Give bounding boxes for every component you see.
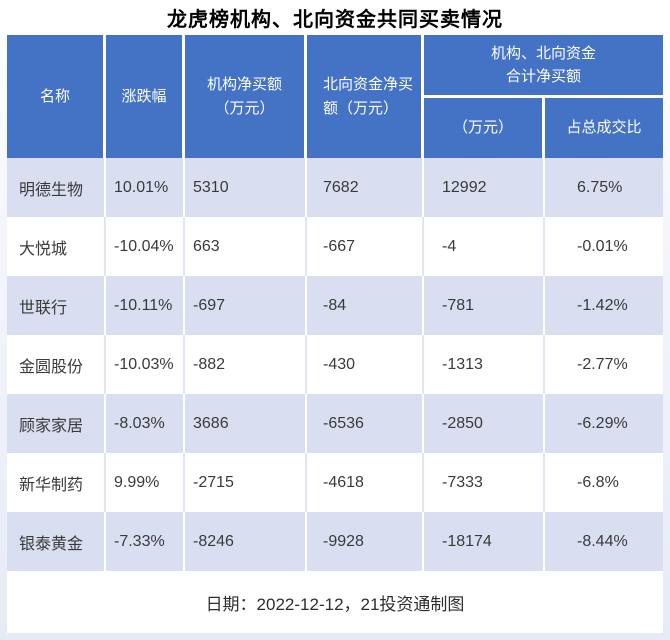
cell-name: 世联行 — [7, 276, 106, 335]
cell-change: -10.04% — [106, 217, 185, 276]
cell-institution-net-buy: 3686 — [185, 394, 307, 453]
cell-change: 10.01% — [106, 158, 185, 217]
cell-combined-pct: -0.01% — [545, 217, 664, 276]
cell-name: 新华制药 — [7, 453, 106, 512]
cell-change: -10.03% — [106, 335, 185, 394]
cell-institution-net-buy: -697 — [185, 276, 307, 335]
cell-name: 明德生物 — [7, 158, 106, 217]
cell-combined-pct: 6.75% — [545, 158, 664, 217]
cell-name: 顾家家居 — [7, 394, 106, 453]
cell-northbound-net-buy: -4618 — [307, 453, 424, 512]
data-table: 名称 涨跌幅 机构净买额 （万元） 北向资金净买 额（万元） 机构、北向资金 合… — [7, 35, 664, 633]
cell-institution-net-buy: -2715 — [185, 453, 307, 512]
footnote: 日期：2022-12-12，21投资通制图 — [7, 571, 664, 633]
header-line: 额（万元） — [323, 99, 399, 117]
cell-northbound-net-buy: -430 — [307, 335, 424, 394]
header-line: 合计净买额 — [506, 68, 582, 85]
cell-change: -7.33% — [106, 512, 185, 571]
cell-northbound-net-buy: -9928 — [307, 512, 424, 571]
cell-combined-amount: -2850 — [424, 394, 545, 453]
cell-combined-pct: -8.44% — [545, 512, 664, 571]
cell-institution-net-buy: -8246 — [185, 512, 307, 571]
column-header-combined-pct: 占总成交比 — [545, 98, 664, 158]
header-line: 北向资金净买 — [323, 76, 414, 94]
table-row: 银泰黄金 -7.33% -8246 -9928 -18174 -8.44% — [7, 512, 664, 571]
cell-institution-net-buy: 663 — [185, 217, 307, 276]
cell-change: 9.99% — [106, 453, 185, 512]
cell-northbound-net-buy: -84 — [307, 276, 424, 335]
cell-name: 金圆股份 — [7, 335, 106, 394]
table-row: 新华制药 9.99% -2715 -4618 -7333 -6.8% — [7, 453, 664, 512]
header-line: 机构、北向资金 — [491, 44, 597, 62]
column-header-name: 名称 — [7, 35, 106, 158]
cell-combined-amount: -4 — [424, 217, 545, 276]
table-row: 大悦城 -10.04% 663 -667 -4 -0.01% — [7, 217, 664, 276]
table-body: 明德生物 10.01% 5310 7682 12992 6.75% 大悦城 -1… — [7, 158, 664, 633]
cell-combined-amount: -7333 — [424, 453, 545, 512]
cell-combined-amount: 12992 — [424, 158, 545, 217]
cell-combined-pct: -2.77% — [545, 335, 664, 394]
table-header: 名称 涨跌幅 机构净买额 （万元） 北向资金净买 额（万元） 机构、北向资金 合… — [7, 35, 664, 158]
cell-institution-net-buy: -882 — [185, 335, 307, 394]
column-header-change: 涨跌幅 — [106, 35, 185, 158]
cell-combined-pct: -1.42% — [545, 276, 664, 335]
cell-name: 银泰黄金 — [7, 512, 106, 571]
cell-combined-amount: -1313 — [424, 335, 545, 394]
cell-change: -10.11% — [106, 276, 185, 335]
column-header-institution-net-buy: 机构净买额 （万元） — [185, 35, 307, 158]
cell-combined-pct: -6.8% — [545, 453, 664, 512]
column-header-combined-amount: （万元） — [424, 98, 545, 158]
cell-change: -8.03% — [106, 394, 185, 453]
table-row: 世联行 -10.11% -697 -84 -781 -1.42% — [7, 276, 664, 335]
header-line: 机构净买额 — [206, 76, 282, 94]
cell-combined-amount: -781 — [424, 276, 545, 335]
cell-institution-net-buy: 5310 — [185, 158, 307, 217]
header-line: （万元） — [214, 99, 275, 117]
cell-northbound-net-buy: -6536 — [307, 394, 424, 453]
column-header-northbound-net-buy: 北向资金净买 额（万元） — [307, 35, 424, 158]
cell-combined-pct: -6.29% — [545, 394, 664, 453]
table-row: 金圆股份 -10.03% -882 -430 -1313 -2.77% — [7, 335, 664, 394]
table-row: 顾家家居 -8.03% 3686 -6536 -2850 -6.29% — [7, 394, 664, 453]
cell-northbound-net-buy: -667 — [307, 217, 424, 276]
cell-combined-amount: -18174 — [424, 512, 545, 571]
cell-northbound-net-buy: 7682 — [307, 158, 424, 217]
cell-name: 大悦城 — [7, 217, 106, 276]
table-footer-row: 日期：2022-12-12，21投资通制图 — [7, 571, 664, 633]
table-row: 明德生物 10.01% 5310 7682 12992 6.75% — [7, 158, 664, 217]
page-title: 龙虎榜机构、北向资金共同买卖情况 — [167, 9, 503, 31]
column-header-combined-net-buy: 机构、北向资金 合计净买额 — [424, 35, 664, 98]
